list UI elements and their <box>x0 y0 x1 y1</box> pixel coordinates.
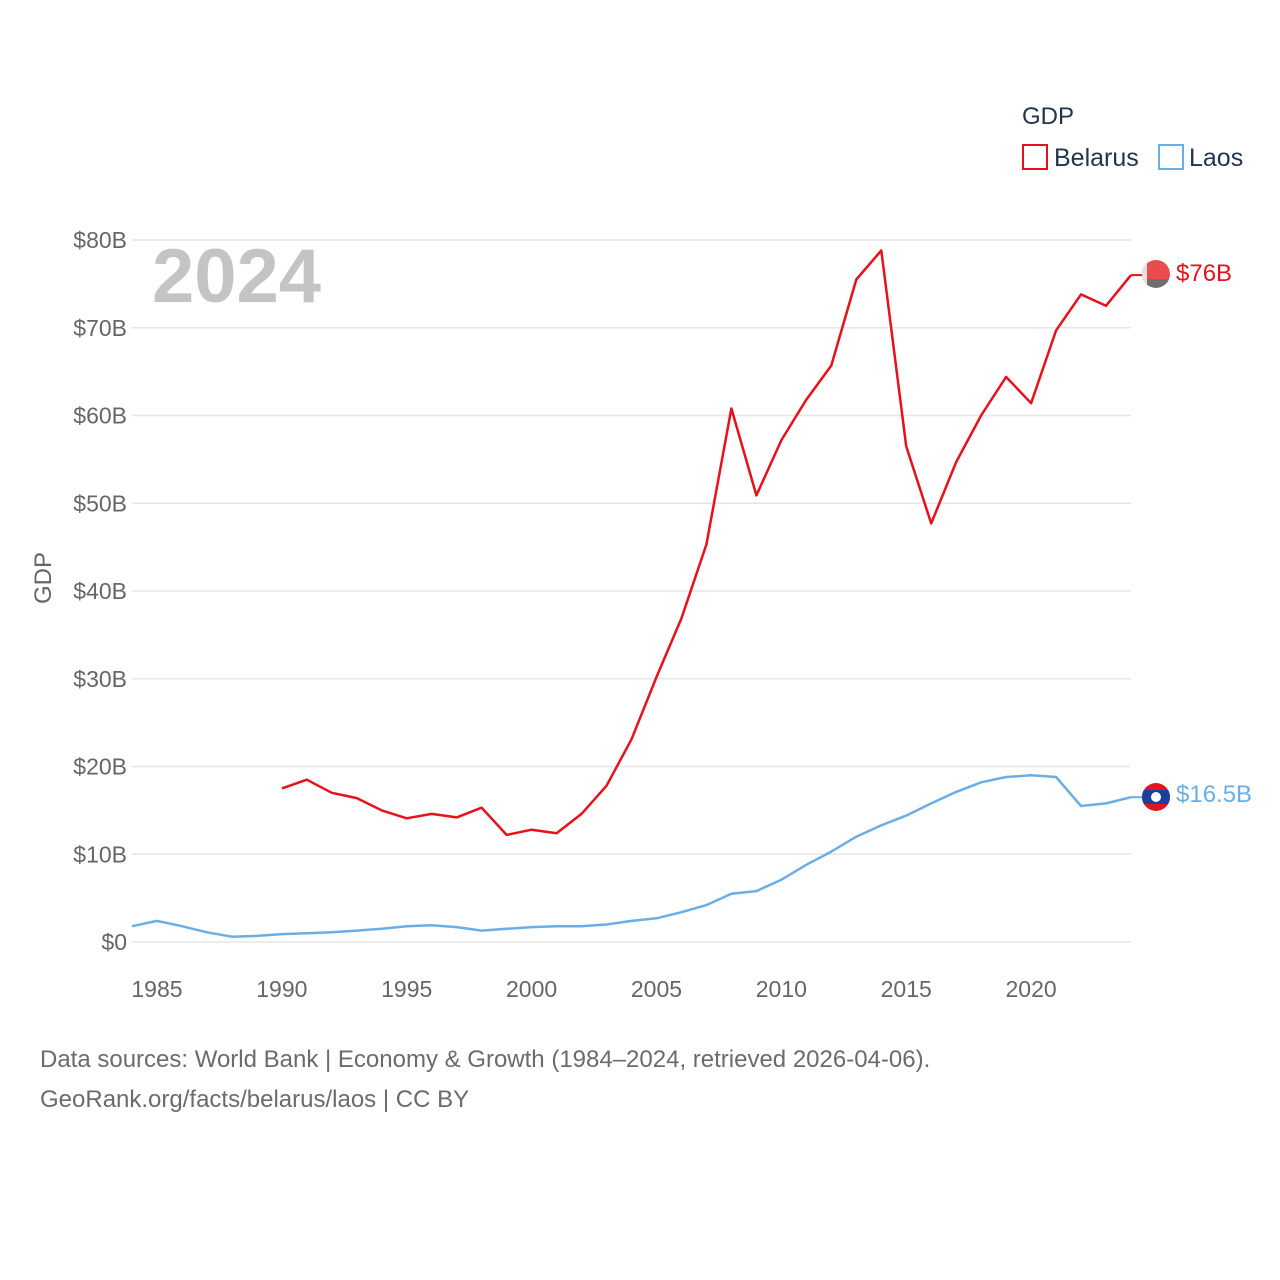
y-tick-label: $80B <box>73 227 127 253</box>
y-tick-label: $50B <box>73 490 127 516</box>
series-line-belarus <box>281 249 1132 837</box>
y-tick-label: $70B <box>73 315 127 341</box>
footer: Data sources: World Bank | Economy & Gro… <box>40 1040 1240 1120</box>
series-line-laos <box>131 774 1132 938</box>
y-axis-tick-labels: $0 $10B $20B $30B $40B $50B $60B $70B $80B <box>73 227 127 955</box>
legend-item-belarus[interactable]: Belarus <box>1022 144 1139 172</box>
x-tick-label: 2020 <box>1006 976 1057 1002</box>
belarus-flag-icon <box>1142 260 1170 288</box>
footer-source-link[interactable]: GeoRank.org/facts/belarus/laos | CC BY <box>40 1086 470 1113</box>
x-tick-label: 2010 <box>756 976 807 1002</box>
x-tick-label: 2015 <box>881 976 932 1002</box>
y-tick-label: $20B <box>73 754 127 780</box>
y-tick-label: $0 <box>101 929 127 955</box>
legend[interactable]: GDP Belarus Laos <box>1022 103 1243 172</box>
year-overlay: 2024 <box>152 234 321 319</box>
series-lines <box>131 249 1142 938</box>
gridlines <box>132 239 1131 943</box>
footer-data-sources: Data sources: World Bank | Economy & Gro… <box>40 1046 931 1073</box>
legend-title: GDP <box>1022 103 1074 130</box>
y-axis-label: GDP <box>30 552 57 604</box>
x-tick-label: 2005 <box>631 976 682 1002</box>
y-tick-label: $40B <box>73 578 127 604</box>
legend-swatch-belarus <box>1022 144 1048 170</box>
end-label-laos: $16.5B <box>1176 781 1252 808</box>
laos-flag-icon <box>1142 783 1170 811</box>
legend-label-laos: Laos <box>1189 144 1243 172</box>
y-tick-label: $10B <box>73 841 127 867</box>
y-tick-label: $30B <box>73 666 127 692</box>
end-label-belarus: $76B <box>1176 260 1232 287</box>
y-tick-label: $60B <box>73 403 127 429</box>
x-tick-label: 2000 <box>506 976 557 1002</box>
x-axis-tick-labels: 1985 1990 1995 2000 2005 2010 2015 2020 <box>131 976 1056 1002</box>
x-tick-label: 1990 <box>256 976 307 1002</box>
legend-swatch-laos <box>1158 144 1184 170</box>
x-tick-label: 1985 <box>131 976 182 1002</box>
legend-label-belarus: Belarus <box>1054 144 1139 172</box>
legend-item-laos[interactable]: Laos <box>1158 144 1243 172</box>
x-tick-label: 1995 <box>381 976 432 1002</box>
